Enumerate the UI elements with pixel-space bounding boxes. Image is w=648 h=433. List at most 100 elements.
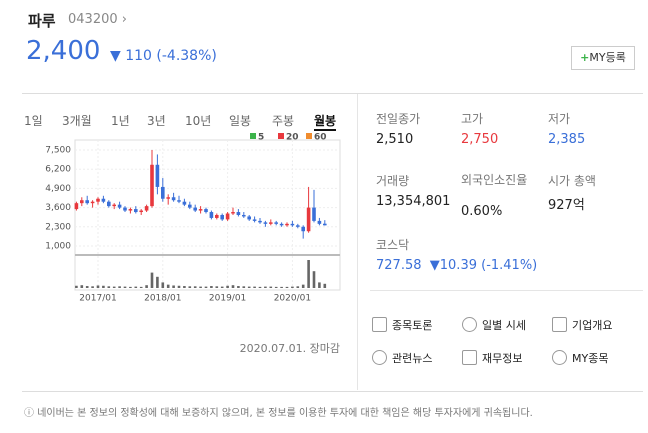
volume-bar <box>177 285 181 288</box>
stock-name: 파루 <box>28 12 56 30</box>
candle-body <box>117 204 122 208</box>
volume-bar <box>242 286 246 288</box>
tab[interactable]: 1년 <box>111 114 130 128</box>
candle-body <box>161 186 165 199</box>
legend-swatch <box>278 133 284 139</box>
candle-body <box>269 222 273 224</box>
legend-label: 5 <box>258 133 264 143</box>
price: 2,400 <box>26 36 101 66</box>
candle-body <box>188 204 192 208</box>
candle-body <box>258 220 262 223</box>
volume-bar <box>199 286 202 288</box>
candle-body <box>274 222 278 224</box>
candle-body <box>182 201 187 205</box>
link[interactable]: 관련뉴스 <box>372 347 432 365</box>
volume-bar <box>75 285 78 288</box>
link[interactable]: 기업개요 <box>552 314 612 332</box>
info-label: 거래량 <box>376 174 410 188</box>
candle-body <box>323 223 327 226</box>
volume-bar <box>323 283 327 288</box>
info-value: 2,510 <box>376 132 414 147</box>
footer-text: 네이버는 본 정보의 정확성에 대해 보증하지 않으며, 본 정보를 이용한 투… <box>37 408 533 419</box>
candle-body <box>231 212 235 214</box>
stock-code[interactable]: 043200 › <box>68 12 127 27</box>
candle-body <box>193 207 197 211</box>
info-label: 고가 <box>461 112 484 126</box>
volume-bar <box>96 285 100 288</box>
link[interactable]: 재무정보 <box>462 347 522 365</box>
volume-bar <box>80 285 84 288</box>
candle-body <box>112 204 116 207</box>
candle-body <box>220 214 224 220</box>
volume-bar <box>312 271 316 288</box>
tab[interactable]: 1일 <box>24 114 43 128</box>
volume-bar <box>183 286 186 288</box>
volume-bar <box>102 285 105 288</box>
y-tick-label: 2,300 <box>45 222 71 232</box>
volume-bar <box>215 286 219 288</box>
candle-body <box>80 200 84 204</box>
volume-bar <box>307 260 310 288</box>
volume-bar <box>253 286 256 288</box>
volume-bar <box>231 285 235 288</box>
legend-swatch <box>306 133 312 139</box>
tab[interactable]: 10년 <box>185 114 212 128</box>
link-icon <box>372 317 387 332</box>
candle-body <box>242 214 246 217</box>
my-button[interactable]: +MY등록 <box>571 46 635 70</box>
chart-date: 2020.07.01. 장마감 <box>239 342 340 355</box>
candle-body <box>225 213 230 220</box>
link[interactable]: 종목토론 <box>372 314 432 332</box>
x-tick-label: 2020/01 <box>274 294 311 304</box>
volume-bar <box>156 276 159 288</box>
candle-body <box>290 223 295 226</box>
volume-bar <box>134 286 138 288</box>
candle-body <box>74 203 79 210</box>
volume-bar <box>161 282 165 288</box>
candle-body <box>198 209 203 211</box>
info-value: 0.60% <box>461 204 503 219</box>
candle-body <box>247 216 251 220</box>
info-label: 저가 <box>548 112 571 126</box>
y-tick-label: 6,200 <box>45 165 71 175</box>
link-icon <box>552 317 567 332</box>
tab[interactable]: 일봉 <box>229 114 252 128</box>
sep <box>370 290 643 291</box>
x-tick-label: 2019/01 <box>209 294 246 304</box>
candle-body <box>252 219 257 221</box>
volume-bar <box>139 286 143 288</box>
volume-bar <box>91 286 94 288</box>
tab[interactable]: 3년 <box>147 114 166 128</box>
info-value: 927억 <box>548 198 585 213</box>
volume-bar <box>107 286 111 288</box>
candle-body <box>128 209 133 211</box>
y-tick-label: 4,900 <box>45 184 71 194</box>
candle-body <box>317 220 322 224</box>
tab[interactable]: 3개월 <box>62 114 92 128</box>
volume-bar <box>247 286 251 288</box>
info-label: 시가 총액 <box>548 174 596 188</box>
x-tick-label: 2018/01 <box>144 294 181 304</box>
link-label: 종목토론 <box>392 319 433 332</box>
volume-bar <box>85 286 89 288</box>
legend-swatch <box>250 133 256 139</box>
volume-bar <box>166 284 170 288</box>
tab[interactable]: 주봉 <box>272 114 295 128</box>
index-label: 코스닥 <box>376 238 410 252</box>
link-label: 관련뉴스 <box>392 352 433 365</box>
y-tick-label: 1,000 <box>45 242 71 252</box>
candle-body <box>215 214 219 218</box>
chart: 7,500 6,200 4,900 3,600 2,300 1,000 2017/01 201… <box>45 133 341 304</box>
link-icon <box>462 350 477 365</box>
volume-bar <box>129 286 132 288</box>
index-change: 10.39 <box>439 258 477 273</box>
link[interactable]: 일별 시세 <box>462 314 526 332</box>
volume-bar <box>204 286 208 288</box>
volume-bar <box>264 286 267 288</box>
volume-bar <box>172 285 175 288</box>
link[interactable]: MY종목 <box>552 347 608 365</box>
change-rate: (-4.38%) <box>156 48 217 64</box>
chart-frame <box>74 139 341 291</box>
legend-label: 60 <box>314 133 327 143</box>
tab[interactable]: 월봉 <box>314 112 337 131</box>
